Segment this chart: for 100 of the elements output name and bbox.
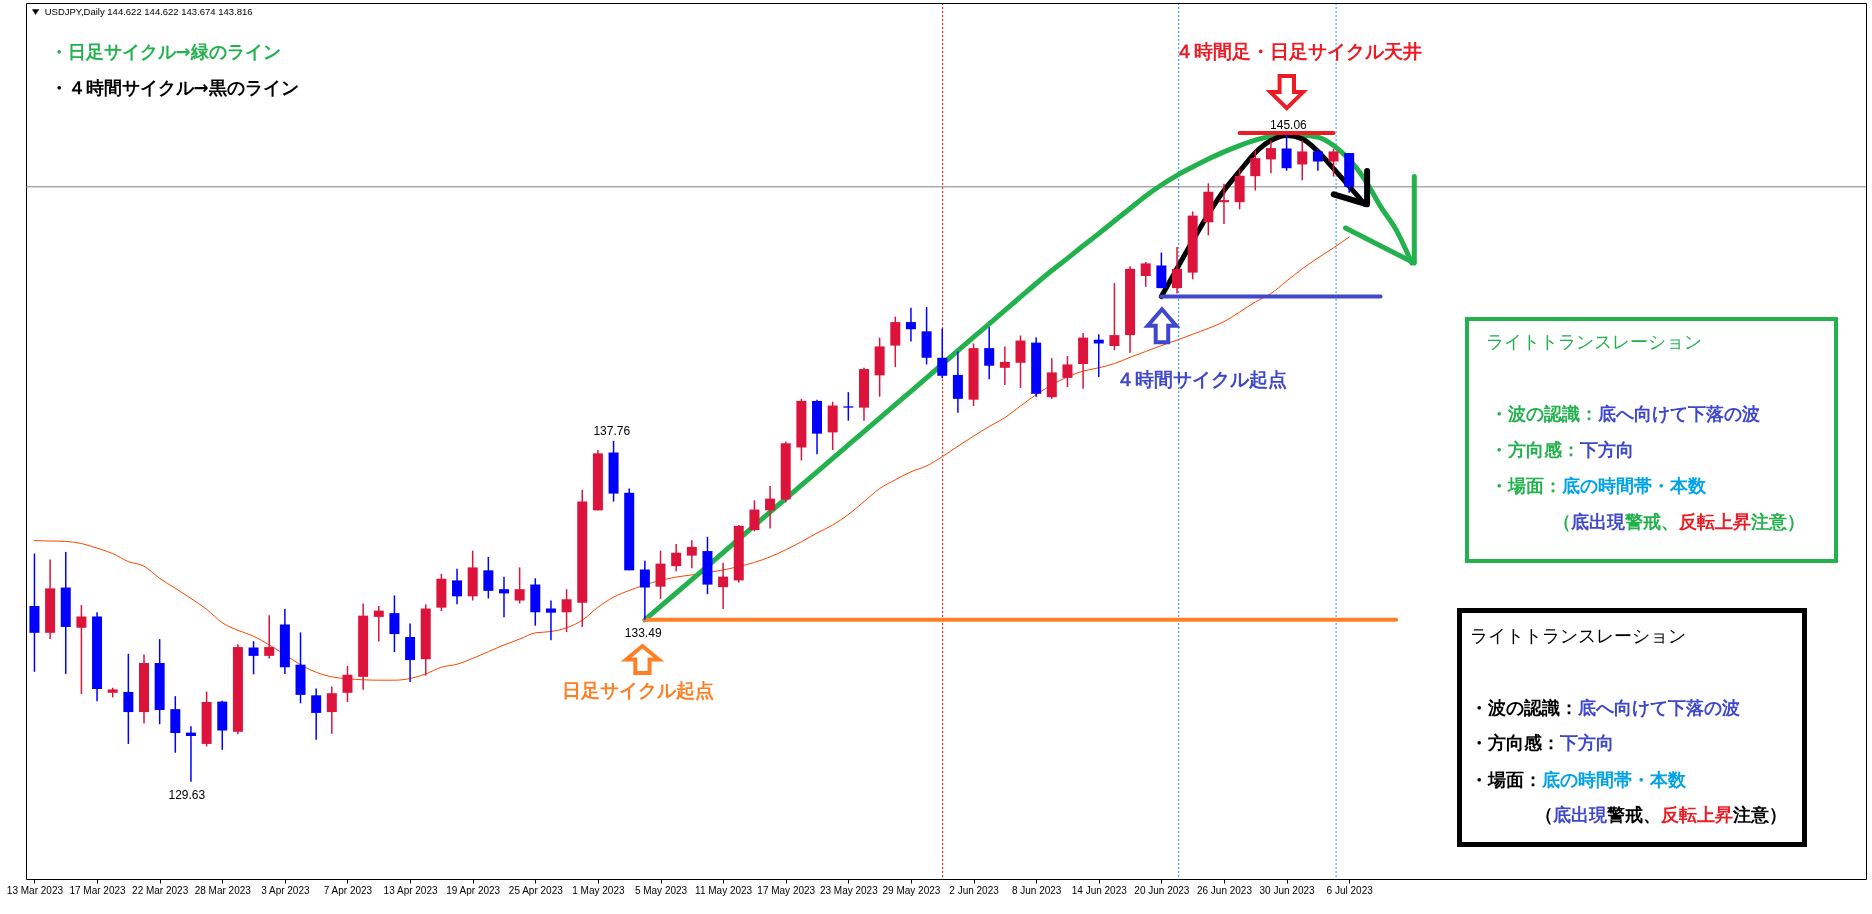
text: 底へ向けて下落の波 [1578, 697, 1741, 719]
text: 底出現 [1553, 803, 1608, 825]
candlestick [984, 326, 995, 380]
text: 底の時間帯・本数 [1542, 768, 1687, 790]
x-tick-label: 20 Jun 2023 [1134, 884, 1190, 896]
candlestick [1109, 282, 1120, 351]
candlestick [749, 499, 760, 533]
x-tick-label: 28 Mar 2023 [194, 884, 252, 896]
candlestick [248, 640, 259, 676]
candlestick [170, 695, 181, 754]
text: 底の時間帯・本数 [1562, 474, 1707, 496]
candlestick [373, 605, 384, 643]
candlestick [1218, 182, 1229, 225]
text: ・方向感： [1470, 731, 1561, 753]
x-tick-label: 3 Apr 2023 [261, 884, 310, 896]
candlestick [1328, 148, 1339, 178]
x-tick-label: 30 Jun 2023 [1259, 884, 1316, 896]
candlestick [483, 556, 494, 600]
candlestick [514, 566, 525, 605]
candlestick [718, 562, 729, 610]
candlestick [326, 685, 337, 735]
text: ４時間足・日足サイクル天井 [1175, 39, 1423, 62]
candlestick [389, 594, 400, 653]
candlestick [890, 315, 901, 368]
candlestick [1062, 355, 1073, 388]
candlestick [342, 665, 353, 703]
candlestick [1250, 149, 1261, 192]
candlestick [1297, 139, 1308, 182]
x-tick-label: 22 Mar 2023 [132, 884, 189, 896]
chart-title: USDJPY,Daily 144.622 144.622 143.674 143.816 [44, 5, 253, 18]
candlestick [765, 485, 776, 530]
x-tick-label: 11 May 2023 [695, 884, 753, 896]
text: 反転上昇 [1661, 803, 1734, 825]
x-tick-label: 19 Apr 2023 [446, 884, 501, 896]
candlestick [937, 327, 948, 380]
candlestick [999, 345, 1010, 386]
text: 警戒、 [1625, 510, 1680, 532]
text: ・波の認識： [1470, 697, 1579, 719]
text: ライトトランスレーション [1486, 330, 1703, 352]
candlestick [671, 543, 682, 572]
x-tick-label: 1 May 2023 [572, 884, 625, 896]
text: 底出現 [1571, 510, 1626, 532]
x-tick-label: 6 Jul 2023 [1326, 884, 1374, 896]
annotation: 129.63 [168, 788, 206, 803]
candlestick [405, 622, 416, 683]
text: 反転上昇 [1679, 510, 1752, 532]
candlestick [1172, 246, 1183, 295]
candlestick [561, 588, 572, 633]
text: ・方向感： [1490, 438, 1581, 460]
text: 注意） [1751, 510, 1806, 532]
text: ・場面： [1490, 474, 1563, 496]
candlestick [1312, 148, 1323, 172]
x-tick-label: 25 Apr 2023 [508, 884, 564, 896]
text: （ [1553, 510, 1572, 532]
text: ・４時間サイクル→黒のライン [49, 76, 299, 98]
candlestick [499, 575, 509, 619]
candlestick [123, 653, 134, 745]
candlestick [639, 559, 650, 621]
candlestick [1140, 261, 1151, 288]
candlestick [655, 549, 666, 600]
candlestick [905, 307, 916, 343]
annotation: 日足サイクル起点 [562, 679, 715, 702]
text: 下方向 [1560, 731, 1615, 753]
x-tick-label: 14 Jun 2023 [1071, 884, 1128, 896]
x-tick-label: 26 Jun 2023 [1196, 884, 1253, 896]
x-tick-label: 23 May 2023 [819, 884, 879, 896]
candlestick [452, 567, 463, 606]
annotation: ４時間サイクル起点 [1116, 368, 1288, 391]
text: ライトトランスレーション [1470, 624, 1687, 646]
text: 注意） [1733, 803, 1788, 825]
text: ・波の認識： [1490, 402, 1599, 424]
x-tick-label: 17 Mar 2023 [69, 884, 127, 896]
candlestick [1281, 133, 1292, 172]
x-tick-label: 7 Apr 2023 [323, 884, 373, 896]
annotation: 137.76 [593, 424, 631, 439]
candlestick [1015, 334, 1026, 389]
text: 底へ向けて下落の波 [1598, 402, 1761, 424]
candlestick [1265, 139, 1276, 174]
x-tick-label: 17 May 2023 [757, 884, 816, 896]
text: （ [1535, 803, 1554, 825]
candlestick [843, 391, 854, 422]
x-tick-label: 5 May 2023 [634, 884, 688, 896]
annotation: 145.06 [1270, 118, 1307, 133]
candlestick [952, 350, 963, 414]
candlestick [1156, 251, 1167, 289]
x-tick-label: 2 Jun 2023 [949, 884, 1000, 896]
text: ・場面： [1470, 768, 1543, 790]
x-tick-label: 29 May 2023 [882, 884, 941, 896]
text: 警戒、 [1607, 803, 1662, 825]
candlestick [686, 539, 697, 569]
x-tick-label: 8 Jun 2023 [1011, 884, 1062, 896]
candlestick [76, 604, 87, 695]
annotation: 133.49 [624, 626, 662, 641]
x-tick-label: 13 Apr 2023 [383, 884, 438, 896]
x-tick-label: 13 Mar 2023 [6, 884, 64, 896]
text: ・日足サイクル→緑のライン [49, 40, 281, 62]
text: 下方向 [1580, 438, 1635, 460]
candlestick [311, 687, 322, 741]
candlestick [545, 599, 556, 642]
candlestick [264, 614, 275, 660]
